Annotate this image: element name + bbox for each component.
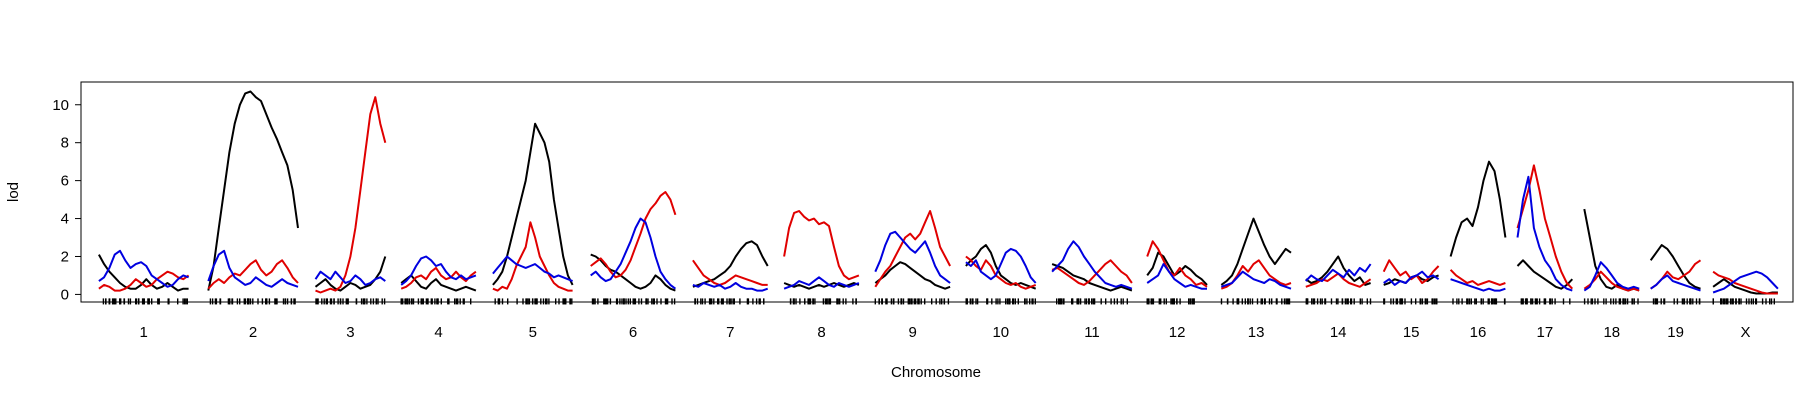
y-tick-label: 8 <box>61 135 69 152</box>
lod-trace-chr4-blue <box>400 255 477 286</box>
chromosome-label-4: 4 <box>434 324 442 341</box>
lod-trace-chr11-red <box>1051 259 1133 286</box>
lod-trace-chr1-red <box>98 270 190 292</box>
lod-trace-chr18-black <box>1583 208 1640 292</box>
lod-trace-chr7-blue <box>692 282 769 292</box>
lod-trace-chr2-red <box>207 259 299 290</box>
lod-trace-chr16-red <box>1449 269 1506 286</box>
lod-traces <box>98 90 1779 295</box>
lod-trace-chr18-blue <box>1583 261 1640 292</box>
lod-trace-chr14-blue <box>1305 263 1372 283</box>
lod-trace-chr3-red <box>315 96 387 294</box>
marker-rug <box>102 298 1776 305</box>
chromosome-label-19: 19 <box>1667 324 1684 341</box>
lod-trace-chr7-black <box>692 240 769 288</box>
y-axis: 0 2 4 6 8 10 <box>52 97 81 303</box>
lod-trace-chr6-blue <box>590 217 677 290</box>
chromosome-label-X: X <box>1740 324 1750 341</box>
lod-trace-chr9-red <box>874 210 951 288</box>
lod-trace-chr10-red <box>965 255 1037 290</box>
lod-trace-chr13-black <box>1220 217 1292 286</box>
lod-trace-chr6-black <box>590 253 676 292</box>
lod-trace-chr5-black <box>492 122 574 286</box>
lod-trace-chr16-blue <box>1450 278 1506 292</box>
chromosome-label-14: 14 <box>1330 324 1347 341</box>
chromosome-label-5: 5 <box>529 324 537 341</box>
chromosome-label-1: 1 <box>140 324 148 341</box>
lod-trace-chr14-black <box>1305 255 1371 286</box>
lod-trace-chr9-black <box>874 261 951 290</box>
lod-trace-chr2-black <box>207 90 299 291</box>
lod-trace-chr5-blue <box>492 255 573 283</box>
lod-trace-chrX-blue <box>1712 270 1779 294</box>
y-tick-label: 2 <box>61 248 69 265</box>
chromosome-label-15: 15 <box>1403 324 1420 341</box>
lod-trace-chr17-red <box>1516 164 1574 290</box>
chromosome-label-11: 11 <box>1084 324 1100 341</box>
lod-trace-chr10-blue <box>965 247 1037 284</box>
y-axis-label: lod <box>5 182 22 202</box>
lod-trace-chr15-blue <box>1383 270 1440 286</box>
lod-trace-chr8-red <box>783 210 860 281</box>
lod-trace-chr4-red <box>400 266 477 290</box>
lod-trace-chr4-black <box>400 274 477 292</box>
x-axis-label: Chromosome <box>891 364 981 381</box>
lod-trace-chr5-red <box>492 221 573 292</box>
lod-trace-chr9-blue <box>874 230 951 284</box>
lod-trace-chr13-blue <box>1220 270 1292 290</box>
lod-trace-chr6-red <box>590 191 677 279</box>
chromosome-label-2: 2 <box>249 324 257 341</box>
lod-trace-chr3-blue <box>314 270 386 286</box>
lod-trace-chr12-black <box>1146 251 1208 286</box>
y-tick-label: 4 <box>61 211 69 228</box>
lod-trace-chr7-red <box>692 259 768 286</box>
lod-trace-chr2-blue <box>207 249 299 288</box>
y-tick-label: 0 <box>61 286 69 303</box>
lod-trace-chr19-blue <box>1650 274 1701 292</box>
chromosome-label-16: 16 <box>1470 324 1487 341</box>
chromosome-label-10: 10 <box>992 324 1009 341</box>
lod-trace-chr10-black <box>965 244 1037 290</box>
lod-trace-chr3-black <box>314 256 387 292</box>
chromosome-label-18: 18 <box>1603 324 1620 341</box>
lod-trace-chr8-blue <box>783 276 860 290</box>
lod-trace-chr17-blue <box>1516 175 1573 292</box>
chromosome-label-13: 13 <box>1248 324 1265 341</box>
chromosome-label-17: 17 <box>1537 324 1554 341</box>
lod-trace-chr1-black <box>98 254 189 292</box>
chromosome-label-6: 6 <box>629 324 637 341</box>
y-tick-label: 6 <box>61 173 69 190</box>
lod-trace-chr17-black <box>1516 259 1574 290</box>
lod-trace-chr11-blue <box>1051 240 1133 290</box>
lod-trace-chr16-black <box>1449 160 1507 257</box>
lod-trace-chr11-black <box>1051 263 1133 292</box>
plot-frame <box>80 81 1794 303</box>
chromosome-label-7: 7 <box>726 324 734 341</box>
y-tick-label: 10 <box>52 97 69 114</box>
chromosome-label-9: 9 <box>909 324 917 341</box>
chromosome-label-8: 8 <box>817 324 825 341</box>
lod-trace-chr1-blue <box>98 249 189 288</box>
lod-trace-chrX-red <box>1712 270 1778 295</box>
lod-trace-chr12-blue <box>1146 263 1207 290</box>
lod-trace-chr12-red <box>1146 240 1208 288</box>
chromosome-label-12: 12 <box>1169 324 1186 341</box>
lod-trace-chr19-black <box>1649 244 1701 290</box>
chromosome-labels: 1 2 3 4 5 6 7 8 9 10 11 12 13 14 15 16 17 18 19 X <box>140 324 1751 341</box>
chromosome-label-3: 3 <box>346 324 354 341</box>
